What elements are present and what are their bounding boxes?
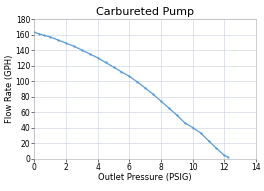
X-axis label: Outlet Pressure (PSIG): Outlet Pressure (PSIG) bbox=[98, 173, 192, 182]
Title: Carbureted Pump: Carbureted Pump bbox=[96, 7, 194, 17]
Y-axis label: Flow Rate (GPH): Flow Rate (GPH) bbox=[5, 55, 14, 123]
